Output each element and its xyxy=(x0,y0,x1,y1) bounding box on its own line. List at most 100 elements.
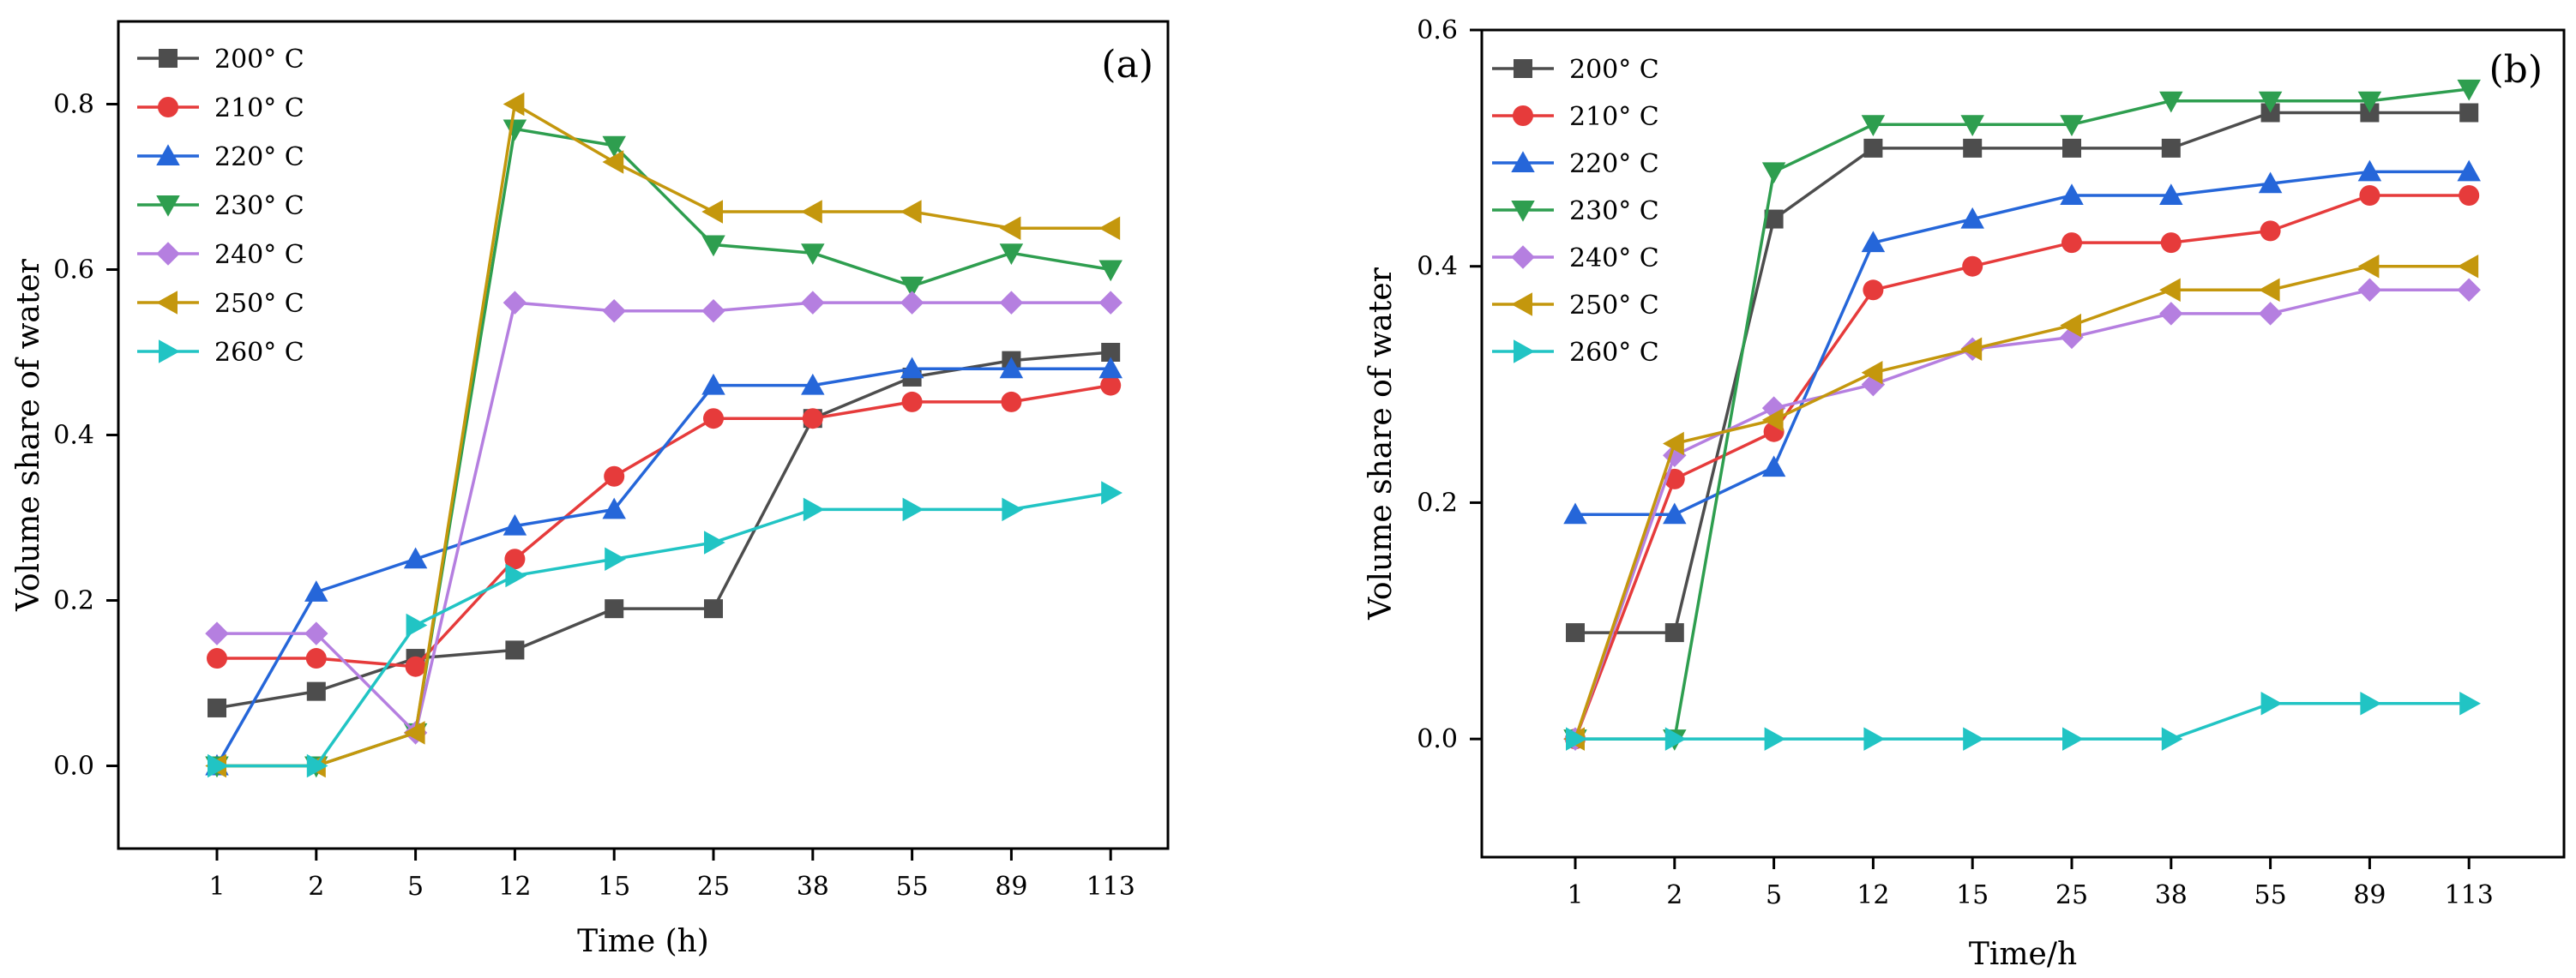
panel-b-data-point xyxy=(2258,91,2283,113)
panel-a-x-tick-label: 55 xyxy=(896,872,929,902)
panel-a-data-point xyxy=(701,373,725,395)
panel-b-legend-item-5: 250° C xyxy=(1492,291,1659,321)
panel-b-data-point xyxy=(1863,727,1886,751)
panel-a-y-tick-label: 0.6 xyxy=(53,255,94,285)
panel-a-data-point xyxy=(801,373,825,395)
panel-a-data-point xyxy=(405,656,426,677)
panel-b-data-point xyxy=(1963,138,1983,158)
panel-a-legend-marker xyxy=(158,97,178,117)
panel-a-data-point xyxy=(305,648,327,669)
panel-b-series-1 xyxy=(1565,185,2480,750)
panel-b-legend-marker xyxy=(1514,59,1532,78)
panel-a-x-tick-label: 38 xyxy=(797,872,829,902)
panel-b-data-point xyxy=(2457,159,2481,182)
panel-b-data-point xyxy=(2159,302,2183,326)
panel-b-series-line-6 xyxy=(1575,702,2470,741)
panel-a-data-point xyxy=(900,200,922,224)
panel-b-legend: 200° C 210° C 220° C 230° C 240° C 250° C 260°… xyxy=(1492,55,1659,368)
panel-a-legend-marker xyxy=(156,242,180,266)
panel-a-series-line-1 xyxy=(217,383,1111,669)
panel-b-data-point xyxy=(1566,727,1587,751)
panel-b-data-point xyxy=(2360,103,2380,123)
panel-b-data-point xyxy=(2159,278,2181,303)
panel-b-series-line-2 xyxy=(1575,170,2470,516)
panel-a-data-point xyxy=(503,291,527,315)
panel-b-x-tick-label: 89 xyxy=(2353,880,2386,910)
panel-b-series-line-0 xyxy=(1575,111,2470,634)
panel-a-data-point xyxy=(1101,343,1121,362)
panel-b-legend-label: 210° C xyxy=(1569,102,1659,132)
panel-b-data-point xyxy=(2357,254,2380,279)
panel-a-x-tick-label: 5 xyxy=(407,872,424,902)
panel-b-legend-label: 200° C xyxy=(1569,55,1659,85)
panel-a-data-point xyxy=(900,276,924,298)
panel-b-legend-label: 240° C xyxy=(1569,243,1659,273)
panel-b-data-point xyxy=(1861,115,1886,137)
panel-b-legend-marker xyxy=(1514,339,1535,363)
panel-a-data-point xyxy=(999,243,1024,265)
panel-a-data-point xyxy=(803,497,825,522)
panel-b-data-point xyxy=(2457,254,2479,279)
panel-a-data-point xyxy=(802,408,823,429)
panel-a-x-axis-label: Time (h) xyxy=(577,924,709,959)
panel-b-data-point xyxy=(2360,692,2382,716)
panel-a-data-point xyxy=(901,391,923,412)
panel-a-data-point xyxy=(999,357,1024,379)
panel-a-data-point xyxy=(505,640,525,660)
panel-b-data-point xyxy=(1761,408,1784,432)
panel-b-data-point xyxy=(1960,337,1983,361)
panel-b-series-0 xyxy=(1566,103,2479,643)
panel-a-data-point xyxy=(403,547,428,569)
panel-a-data-point xyxy=(503,513,527,536)
panel-b-data-point xyxy=(2258,302,2283,326)
panel-a-data-point xyxy=(602,497,626,519)
panel-b-legend-item-1: 210° C xyxy=(1492,102,1659,132)
panel-b-x-tick-label: 12 xyxy=(1857,880,1889,910)
panel-a-data-point xyxy=(1100,375,1122,396)
panel-b-legend-item-6: 260° C xyxy=(1492,338,1659,368)
panel-b-data-point xyxy=(1863,138,1883,158)
panel-a-data-point xyxy=(701,235,725,257)
panel-a-data-point xyxy=(604,465,625,487)
panel-b-data-point xyxy=(1963,727,1984,751)
panel-a-y-tick-label: 0.8 xyxy=(53,90,94,120)
panel-b-legend-item-3: 230° C xyxy=(1492,196,1659,226)
panel-a-data-point xyxy=(902,497,924,522)
panel-b-data-point xyxy=(1861,361,1883,385)
panel-a-series-line-5 xyxy=(217,102,1111,768)
panel-a-data-point xyxy=(999,216,1021,240)
panel-a-legend-marker xyxy=(156,144,180,165)
panel-a-data-point xyxy=(999,291,1024,315)
panel-b-data-point xyxy=(1863,279,1884,301)
panel-b-y-tick-label: 0.2 xyxy=(1417,488,1458,518)
panel-a-legend-item-1: 210° C xyxy=(137,93,304,123)
panel-a-legend-label: 230° C xyxy=(214,191,304,221)
panel-b-series-line-1 xyxy=(1574,194,2470,740)
panel-a-data-point xyxy=(504,549,526,570)
panel-b-series-line-5 xyxy=(1574,264,2470,740)
panel-b-data-point xyxy=(1664,623,1684,643)
panel-a-data-point xyxy=(304,621,328,645)
panel-a-legend-item-2: 220° C xyxy=(137,142,304,172)
panel-b-data-point xyxy=(1663,502,1687,525)
panel-a-data-point xyxy=(304,580,328,602)
panel-b-legend-marker xyxy=(1513,105,1533,126)
panel-b-x-tick-label: 38 xyxy=(2155,880,2188,910)
panel-a-y-axis-label: Volume share of water xyxy=(11,258,46,612)
panel-a-series-line-6 xyxy=(217,491,1111,768)
panel-a-x-tick-label: 89 xyxy=(995,872,1027,902)
panel-b-data-point xyxy=(2258,278,2280,303)
panel-b-legend-label: 230° C xyxy=(1569,196,1659,226)
panel-b-x-tick-label: 15 xyxy=(1956,880,1989,910)
panel-a-data-point xyxy=(406,613,428,638)
panel-b-data-point xyxy=(2457,278,2481,303)
panel-a-legend-label: 260° C xyxy=(214,338,304,368)
panel-a-data-point xyxy=(1001,391,1022,412)
panel-a-legend-item-5: 250° C xyxy=(137,289,304,319)
panel-b-data-point xyxy=(2060,115,2084,137)
panel-a-x-tick-label: 2 xyxy=(308,872,324,902)
panel-a-data-point xyxy=(704,531,725,555)
panel-a-data-point xyxy=(605,547,626,571)
panel-b-data-point xyxy=(2161,138,2181,158)
panel-b-data-point xyxy=(2160,232,2182,254)
